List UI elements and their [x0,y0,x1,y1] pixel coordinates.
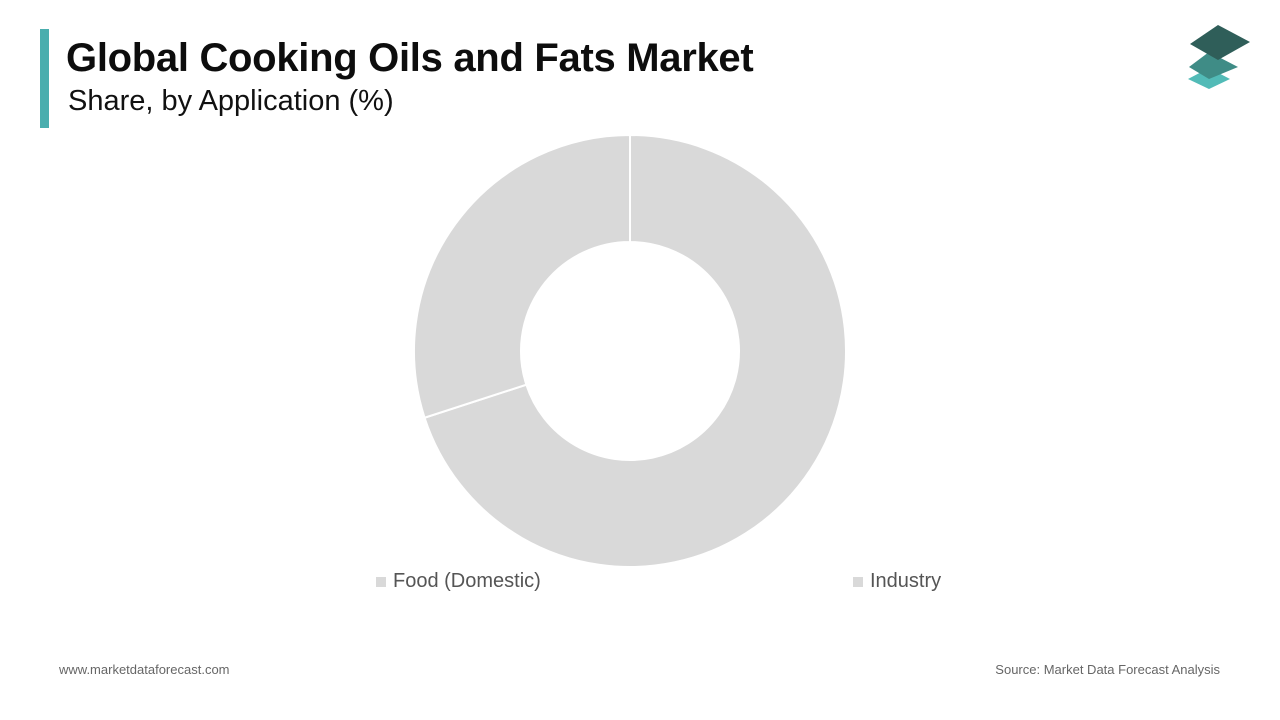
legend-swatch-food-domestic [376,576,386,587]
chart-subtitle: Share, by Application (%) [68,85,394,117]
legend-label-food-domestic: Food (Domestic) [393,570,541,592]
legend-label-industry: Industry [870,570,942,592]
source-note: Source: Market Data Forecast Analysis [995,662,1220,677]
stacked-layers-icon [1188,25,1250,89]
chart-title: Global Cooking Oils and Fats Market [66,36,754,80]
website-link[interactable]: www.marketdataforecast.com [59,662,230,677]
title-accent-bar [40,29,49,128]
legend-swatch-industry [853,576,863,587]
donut-slice-industry [413,133,631,420]
logo-layer-middle [1189,52,1238,79]
donut-slice-food-domestic [423,133,847,568]
legend-item-food-domestic: Food (Domestic) [376,570,541,593]
donut-slices [413,133,847,568]
logo-layer-top [1190,25,1250,60]
legend-item-industry: Industry [853,570,941,593]
